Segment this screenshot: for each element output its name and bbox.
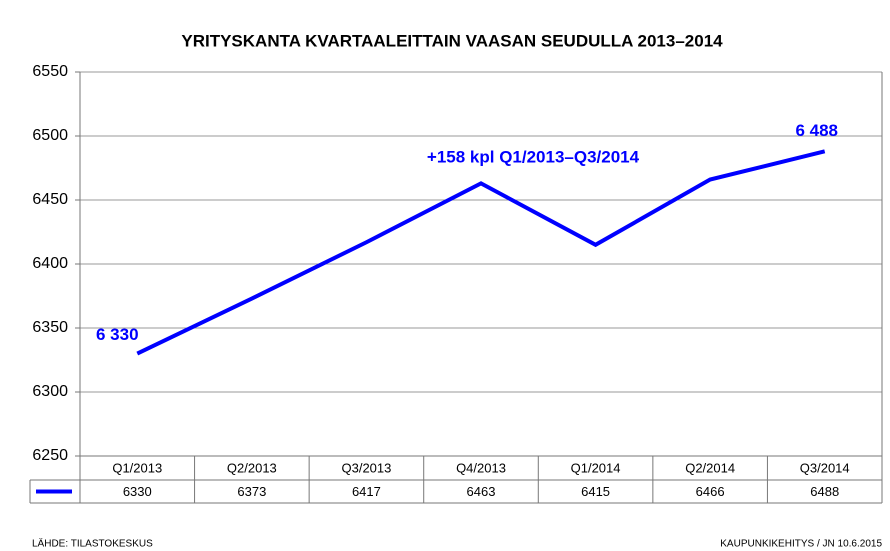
table-value: 6488 bbox=[810, 484, 839, 499]
x-tick-label: Q1/2013 bbox=[112, 460, 162, 475]
data-label: 6 488 bbox=[795, 121, 838, 140]
y-tick-label: 6400 bbox=[32, 255, 68, 272]
annotation: +158 kpl Q1/2013–Q3/2014 bbox=[427, 147, 640, 166]
x-tick-label: Q4/2013 bbox=[456, 460, 506, 475]
y-tick-label: 6500 bbox=[32, 127, 68, 144]
chart-title: YRITYSKANTA KVARTAALEITTAIN VAASAN SEUDU… bbox=[181, 31, 723, 50]
table-value: 6415 bbox=[581, 484, 610, 499]
y-tick-label: 6250 bbox=[32, 447, 68, 464]
table-value: 6330 bbox=[123, 484, 152, 499]
y-tick-label: 6450 bbox=[32, 191, 68, 208]
x-tick-label: Q1/2014 bbox=[571, 460, 621, 475]
table-value: 6417 bbox=[352, 484, 381, 499]
x-tick-label: Q2/2013 bbox=[227, 460, 277, 475]
line bbox=[136, 149, 826, 356]
data-label: 6 330 bbox=[96, 325, 139, 344]
source: LÄHDE: TILASTOKESKUS bbox=[32, 538, 153, 550]
x-tick-label: Q3/2014 bbox=[800, 460, 850, 475]
x-tick-label: Q2/2014 bbox=[685, 460, 735, 475]
table-value: 6373 bbox=[237, 484, 266, 499]
y-tick-label: 6300 bbox=[32, 383, 68, 400]
x-tick-label: Q3/2013 bbox=[341, 460, 391, 475]
table-value: 6466 bbox=[696, 484, 725, 499]
y-tick-label: 6350 bbox=[32, 319, 68, 336]
table-value: 6463 bbox=[467, 484, 496, 499]
credit: KAUPUNKIKEHITYS / JN 10.6.2015 bbox=[720, 539, 882, 550]
y-tick-label: 6550 bbox=[32, 63, 68, 80]
